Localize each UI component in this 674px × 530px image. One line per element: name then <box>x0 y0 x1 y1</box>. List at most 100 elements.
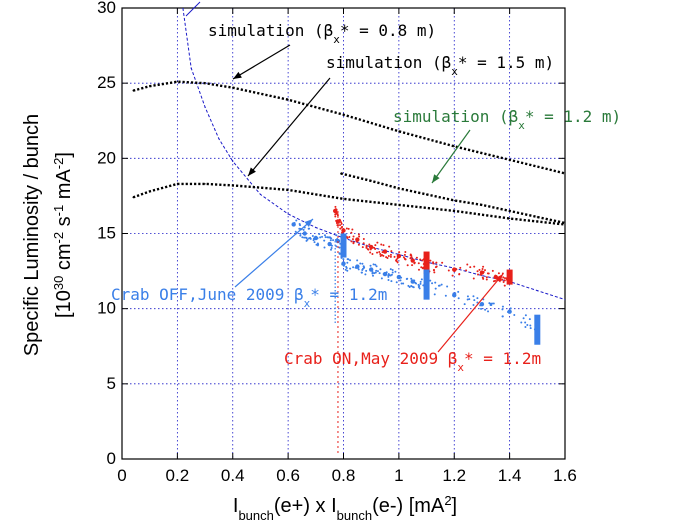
series-4-point <box>417 268 420 271</box>
series-4-point <box>406 264 409 267</box>
series-5-point <box>454 292 457 295</box>
series-5-point <box>378 272 381 275</box>
series-5-point <box>330 237 333 240</box>
series-2-point <box>287 189 289 191</box>
series-5-point <box>372 263 375 266</box>
series-5-point <box>359 262 362 265</box>
series-4-point <box>355 237 360 242</box>
series-2-point <box>342 198 345 200</box>
series-5-point <box>417 286 420 289</box>
series-0-point <box>287 213 289 215</box>
series-0-point <box>536 290 538 292</box>
series-3-point <box>453 199 455 202</box>
series-5-point <box>429 279 432 282</box>
series-5-point <box>379 268 382 271</box>
series-5-point <box>316 237 319 240</box>
series-4-point <box>376 241 379 244</box>
series-5-point <box>332 239 335 242</box>
x-tick-label: 1.6 <box>553 466 577 485</box>
series-4-point <box>351 228 354 231</box>
series-4-step <box>423 251 430 275</box>
series-4-point <box>379 253 382 256</box>
series-5-point <box>466 295 469 298</box>
series-4-point <box>382 244 385 247</box>
series-4-point <box>341 228 346 233</box>
series-4-point <box>390 250 393 253</box>
series-4-point <box>469 266 472 269</box>
series-1-point <box>149 85 151 87</box>
series-5-point <box>347 258 350 261</box>
series-5-point <box>341 261 346 266</box>
series-4-point <box>410 258 415 263</box>
series-1-point <box>232 87 234 89</box>
series-4-point <box>388 245 391 248</box>
series-5-point <box>387 274 390 277</box>
series-5-point <box>344 268 347 271</box>
series-5-point <box>335 245 338 248</box>
series-5-point <box>473 299 476 302</box>
series-5-point <box>492 302 495 305</box>
series-5-point <box>513 313 516 316</box>
series-3-point <box>509 210 511 212</box>
series-5-point <box>298 227 301 230</box>
series-5-point <box>407 284 410 287</box>
series-4-point <box>339 219 342 222</box>
series-4-point <box>368 244 374 250</box>
series-1-label: simulation (βx* = 1.5 m) <box>326 53 554 78</box>
series-5-point <box>400 282 403 285</box>
series-4-point <box>374 244 377 247</box>
series-4-arrow <box>437 273 504 353</box>
series-4-point <box>419 258 422 261</box>
series-4-point <box>451 274 454 277</box>
series-4-point <box>396 253 402 259</box>
series-5-point <box>305 239 308 242</box>
series-5-point <box>480 307 483 310</box>
series-1-point <box>132 90 134 92</box>
series-4-point <box>466 263 469 266</box>
series-3-point <box>340 172 342 174</box>
series-5-point <box>479 301 485 307</box>
series-4-point <box>455 268 458 271</box>
series-4-point <box>368 243 371 246</box>
series-4-point <box>410 254 413 257</box>
series-4-point <box>441 261 444 264</box>
series-4-label: Crab ON,May 2009 βx* = 1.2m <box>284 349 541 374</box>
series-4-point <box>389 255 392 258</box>
series-5-arrow-head <box>304 219 313 228</box>
x-tick-label: 1.4 <box>498 466 522 485</box>
series-5-point <box>313 235 319 241</box>
series-4-point <box>478 268 481 271</box>
series-5-point <box>371 271 374 274</box>
series-5-point <box>319 236 322 239</box>
series-5-point <box>413 279 416 282</box>
series-5-point <box>457 297 460 300</box>
series-4-point <box>459 266 462 269</box>
annotation-labels: simulation (βx* = 0.8 m) simulation (βx* … <box>111 21 621 374</box>
series-2-point <box>509 217 511 220</box>
series-4-point <box>420 266 423 269</box>
series-3-point <box>564 222 565 224</box>
series-4-point <box>482 277 485 280</box>
series-1-line <box>132 80 565 175</box>
series-5-point <box>342 264 345 267</box>
x-tick-label: 0.4 <box>221 466 245 485</box>
series-5-point <box>387 275 390 278</box>
series-5-point <box>391 271 394 274</box>
series-0-point <box>204 106 206 108</box>
series-3-point <box>536 216 538 218</box>
series-4-point <box>334 208 337 211</box>
series-4-point <box>433 271 436 274</box>
series-4-point <box>421 259 424 262</box>
x-tick-label: 0.6 <box>276 466 300 485</box>
series-5-point <box>476 297 479 300</box>
series-5-point <box>301 236 304 239</box>
series-5-point <box>346 261 349 264</box>
series-4-point <box>350 240 353 243</box>
series-4-point <box>472 277 475 280</box>
series-2-point <box>132 196 134 199</box>
series-5-point <box>365 269 368 272</box>
series-0-point <box>232 160 234 162</box>
series-4-point <box>492 280 495 283</box>
series-4-point <box>482 271 485 274</box>
